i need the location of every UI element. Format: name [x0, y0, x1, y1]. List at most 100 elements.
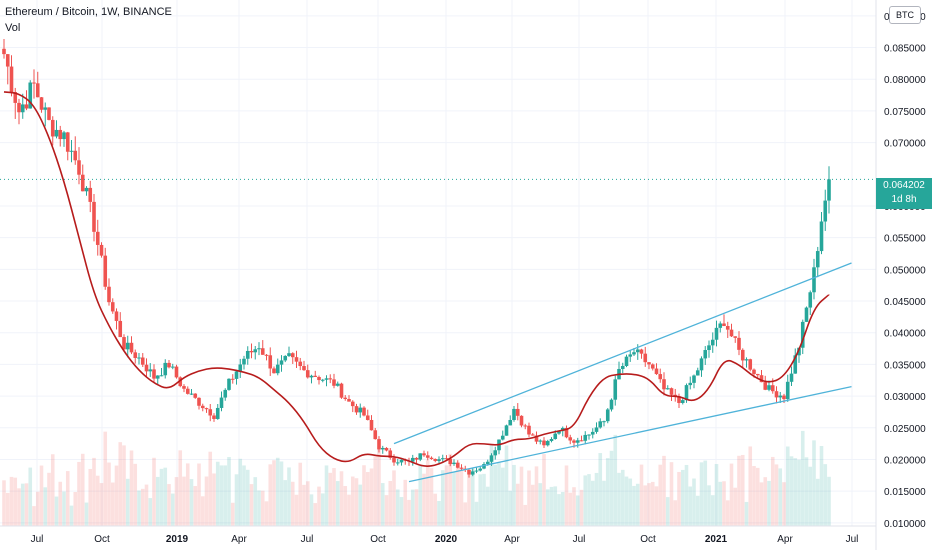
candle-body	[125, 342, 130, 350]
candle-body	[140, 357, 145, 365]
y-tick-label: 0.070000	[884, 139, 926, 150]
candle-body	[594, 427, 599, 432]
candle-body	[482, 464, 486, 469]
volume-bar	[650, 481, 655, 526]
candle-body	[242, 358, 246, 365]
volume-bar	[242, 465, 246, 526]
volume-bar	[714, 464, 719, 526]
candle-body	[309, 375, 314, 378]
volume-bar	[617, 472, 621, 526]
volume-bar	[635, 483, 640, 526]
volume-bar	[733, 487, 738, 526]
candle-body	[504, 425, 509, 436]
candle-body	[54, 129, 59, 137]
candle-body	[437, 459, 441, 461]
volume-bar	[272, 460, 276, 526]
candle-body	[99, 244, 104, 256]
volume-bar	[230, 502, 235, 526]
volume-bar	[515, 483, 520, 526]
candle-body	[275, 364, 280, 374]
volume-bar	[695, 495, 700, 526]
candle-body	[305, 370, 310, 378]
volume-bar	[152, 457, 156, 526]
volume-bar	[429, 468, 434, 526]
candle-body	[272, 368, 276, 374]
candle-body	[279, 360, 284, 365]
volume-bar	[703, 460, 708, 526]
volume-bar	[692, 478, 696, 526]
y-tick-label: 0.025000	[884, 424, 926, 435]
volume-bar	[740, 454, 745, 526]
candle-body	[748, 359, 753, 370]
volume-bar	[579, 489, 584, 526]
x-tick-label: Jul	[573, 534, 586, 545]
candle-body	[365, 415, 370, 420]
volume-bar	[519, 466, 524, 526]
candle-body	[122, 337, 126, 350]
candle-body	[58, 129, 63, 140]
volume-bar	[759, 482, 764, 526]
candle-body	[298, 361, 303, 367]
volume-bar	[707, 485, 711, 526]
candle-body	[418, 453, 423, 460]
volume-bar	[287, 467, 291, 526]
candle-body	[88, 187, 93, 202]
candle-body	[182, 386, 186, 389]
volume-bar	[812, 440, 816, 526]
volume-bar	[463, 502, 468, 526]
candle-body	[200, 405, 205, 409]
volume-bar	[2, 480, 6, 526]
candle-body	[377, 439, 381, 450]
candle-body	[598, 421, 603, 428]
volume-bar	[200, 496, 205, 526]
candle-body	[245, 350, 250, 359]
candle-body	[80, 174, 85, 192]
volume-bar	[174, 477, 179, 526]
volume-bar	[350, 476, 355, 526]
candle-body	[287, 353, 291, 356]
candle-body	[628, 354, 633, 357]
candle-body	[785, 381, 790, 400]
volume-bar	[583, 475, 588, 526]
candle-body	[230, 378, 235, 380]
volume-bar	[17, 488, 21, 526]
volume-bar	[665, 497, 670, 526]
currency-badge[interactable]: BTC	[889, 6, 921, 24]
candle-body	[485, 461, 490, 465]
candle-body	[283, 355, 288, 361]
candle-body	[680, 400, 685, 403]
candle-body	[107, 286, 111, 303]
candle-body	[103, 255, 108, 287]
volume-bar	[253, 477, 258, 526]
candle-body	[328, 378, 333, 380]
candle-body	[808, 292, 813, 308]
candle-body	[227, 378, 231, 390]
candle-body	[564, 427, 569, 438]
volume-bar	[433, 493, 438, 526]
volume-bar	[32, 506, 36, 526]
volume-bar	[823, 464, 828, 526]
candle-body	[823, 200, 828, 222]
volume-bar	[602, 480, 606, 526]
candle-body	[384, 447, 389, 451]
candle-body	[429, 457, 434, 460]
volume-bar	[658, 464, 663, 526]
volume-bar	[632, 485, 636, 526]
volume-bar	[99, 483, 104, 526]
candle-body	[335, 383, 340, 386]
x-tick-label: 2020	[435, 534, 458, 545]
candle-body	[137, 357, 141, 359]
candle-body	[204, 408, 209, 410]
volume-bar	[748, 446, 753, 526]
candle-body	[152, 369, 156, 379]
candle-body	[320, 379, 325, 381]
candle-body	[440, 458, 445, 460]
candle-body	[782, 395, 786, 400]
candle-body	[605, 409, 610, 422]
candle-body	[800, 321, 805, 348]
candle-body	[148, 369, 153, 372]
candle-body	[455, 462, 460, 468]
volume-bar	[268, 464, 273, 526]
